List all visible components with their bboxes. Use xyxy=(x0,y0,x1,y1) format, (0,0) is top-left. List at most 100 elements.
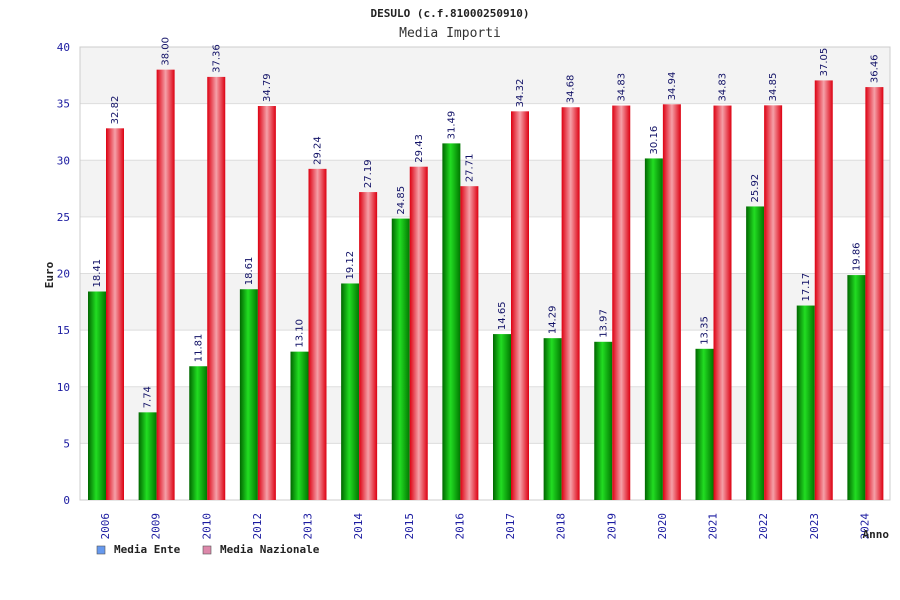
bar-media-ente xyxy=(594,341,613,500)
value-label-media-ente: 14.29 xyxy=(548,306,559,335)
bar-media-ente xyxy=(290,351,309,500)
y-tick-label: 35 xyxy=(57,98,70,111)
value-label-media-ente: 31.49 xyxy=(446,111,457,140)
y-tick-label: 30 xyxy=(57,154,70,167)
bars-group xyxy=(88,69,884,501)
bar-media-nazionale xyxy=(359,192,378,501)
bar-media-nazionale xyxy=(257,106,276,501)
y-tick-label: 15 xyxy=(57,324,70,337)
bar-media-ente xyxy=(391,218,410,501)
bar-media-nazionale xyxy=(764,105,783,500)
bar-media-nazionale xyxy=(409,166,428,500)
value-label-media-ente: 18.41 xyxy=(92,259,103,288)
bar-media-ente xyxy=(746,206,765,500)
bar-media-nazionale xyxy=(106,128,124,500)
legend-label-media-nazionale: Media Nazionale xyxy=(220,543,320,556)
y-tick-label: 0 xyxy=(63,494,70,507)
value-label-media-nazionale: 34.79 xyxy=(262,73,273,102)
value-label-media-nazionale: 29.43 xyxy=(414,134,425,163)
value-label-media-nazionale: 34.85 xyxy=(768,73,779,102)
x-tick-label: 2024 xyxy=(858,513,871,540)
legend-swatch-media-nazionale xyxy=(202,545,212,555)
x-tick-label: 2020 xyxy=(656,513,669,540)
value-label-media-ente: 11.81 xyxy=(193,334,204,363)
bar-media-nazionale xyxy=(207,76,226,500)
x-tick-label: 2006 xyxy=(99,513,112,540)
chart-title: DESULO (c.f.81000250910) xyxy=(371,7,530,20)
x-axis-ticks: 2006 2009 2010 2012 2013 2014 2015 2016 2017 2018… xyxy=(99,513,871,540)
x-tick-label: 2015 xyxy=(403,513,416,540)
bar-media-ente xyxy=(695,348,714,500)
value-label-media-nazionale: 34.32 xyxy=(515,79,526,108)
bar-media-ente xyxy=(493,334,511,500)
plot-frame xyxy=(79,46,891,501)
chart-subtitle: Media Importi xyxy=(399,26,501,41)
bar-media-nazionale xyxy=(511,111,529,501)
bar-media-nazionale xyxy=(561,107,580,501)
bar-media-ente xyxy=(796,305,815,500)
value-label-media-ente: 19.12 xyxy=(345,251,356,280)
value-label-media-ente: 13.10 xyxy=(295,319,306,348)
x-tick-label: 2012 xyxy=(251,513,264,540)
bar-media-ente xyxy=(543,338,562,500)
bar-media-nazionale xyxy=(865,87,884,500)
value-label-media-ente: 30.16 xyxy=(649,126,660,155)
y-axis-label: Euro xyxy=(43,261,56,288)
value-label-media-ente: 18.61 xyxy=(244,257,255,286)
x-tick-label: 2018 xyxy=(555,513,568,540)
y-tick-label: 40 xyxy=(57,41,70,54)
x-axis-label: Anno xyxy=(863,528,890,541)
value-label-media-nazionale: 27.71 xyxy=(464,154,475,183)
bar-media-ente xyxy=(138,412,157,500)
x-tick-label: 2016 xyxy=(453,513,466,540)
bar-media-nazionale xyxy=(156,69,175,501)
y-tick-label: 25 xyxy=(57,211,70,224)
value-label-media-nazionale: 34.83 xyxy=(616,73,627,102)
bar-media-ente xyxy=(644,158,663,501)
x-tick-label: 2017 xyxy=(504,513,517,540)
x-tick-label: 2019 xyxy=(605,513,618,540)
bar-media-ente xyxy=(341,283,360,500)
bar-media-nazionale xyxy=(713,105,732,501)
bar-media-ente xyxy=(442,143,461,501)
bar-media-ente xyxy=(189,366,208,500)
value-label-media-nazionale: 34.83 xyxy=(718,73,729,102)
value-label-media-nazionale: 34.94 xyxy=(667,72,678,101)
bar-media-ente xyxy=(88,291,106,500)
y-tick-label: 10 xyxy=(57,381,70,394)
value-label-media-nazionale: 38.00 xyxy=(161,37,172,66)
y-tick-label: 20 xyxy=(57,268,70,281)
value-label-media-ente: 13.97 xyxy=(598,309,609,338)
x-tick-label: 2022 xyxy=(757,513,770,540)
x-tick-label: 2014 xyxy=(352,513,365,540)
value-label-media-nazionale: 37.36 xyxy=(211,44,222,73)
value-labels: 18.41 32.82 7.74 38.00 11.81 37.36 18.61 34.79 1… xyxy=(92,37,880,408)
value-label-media-nazionale: 32.82 xyxy=(110,96,121,125)
bar-media-nazionale xyxy=(814,80,833,500)
x-tick-label: 2013 xyxy=(302,513,315,540)
x-tick-label: 2023 xyxy=(808,513,821,540)
value-label-media-ente: 13.35 xyxy=(700,316,711,345)
bar-media-nazionale xyxy=(662,104,681,500)
value-label-media-nazionale: 27.19 xyxy=(363,159,374,188)
bar-media-nazionale xyxy=(308,168,327,500)
value-label-media-ente: 19.86 xyxy=(851,242,862,271)
value-label-media-ente: 17.17 xyxy=(801,273,812,302)
y-axis-ticks: 0 5 10 15 20 25 30 35 40 xyxy=(57,41,70,507)
bar-media-nazionale xyxy=(612,105,631,501)
value-label-media-ente: 7.74 xyxy=(143,386,154,408)
bar-media-ente xyxy=(847,275,866,500)
value-label-media-nazionale: 36.46 xyxy=(869,54,880,83)
legend: Media Ente Media Nazionale xyxy=(96,543,320,556)
value-label-media-ente: 24.85 xyxy=(396,186,407,215)
x-tick-label: 2010 xyxy=(200,513,213,540)
value-label-media-nazionale: 37.05 xyxy=(819,48,830,77)
value-label-media-nazionale: 29.24 xyxy=(313,136,324,165)
value-label-media-ente: 14.65 xyxy=(497,301,508,330)
x-tick-label: 2009 xyxy=(150,513,163,540)
y-tick-label: 5 xyxy=(63,437,70,450)
legend-swatch-media-ente xyxy=(96,545,106,555)
legend-label-media-ente: Media Ente xyxy=(114,543,181,556)
value-label-media-ente: 25.92 xyxy=(750,174,761,203)
